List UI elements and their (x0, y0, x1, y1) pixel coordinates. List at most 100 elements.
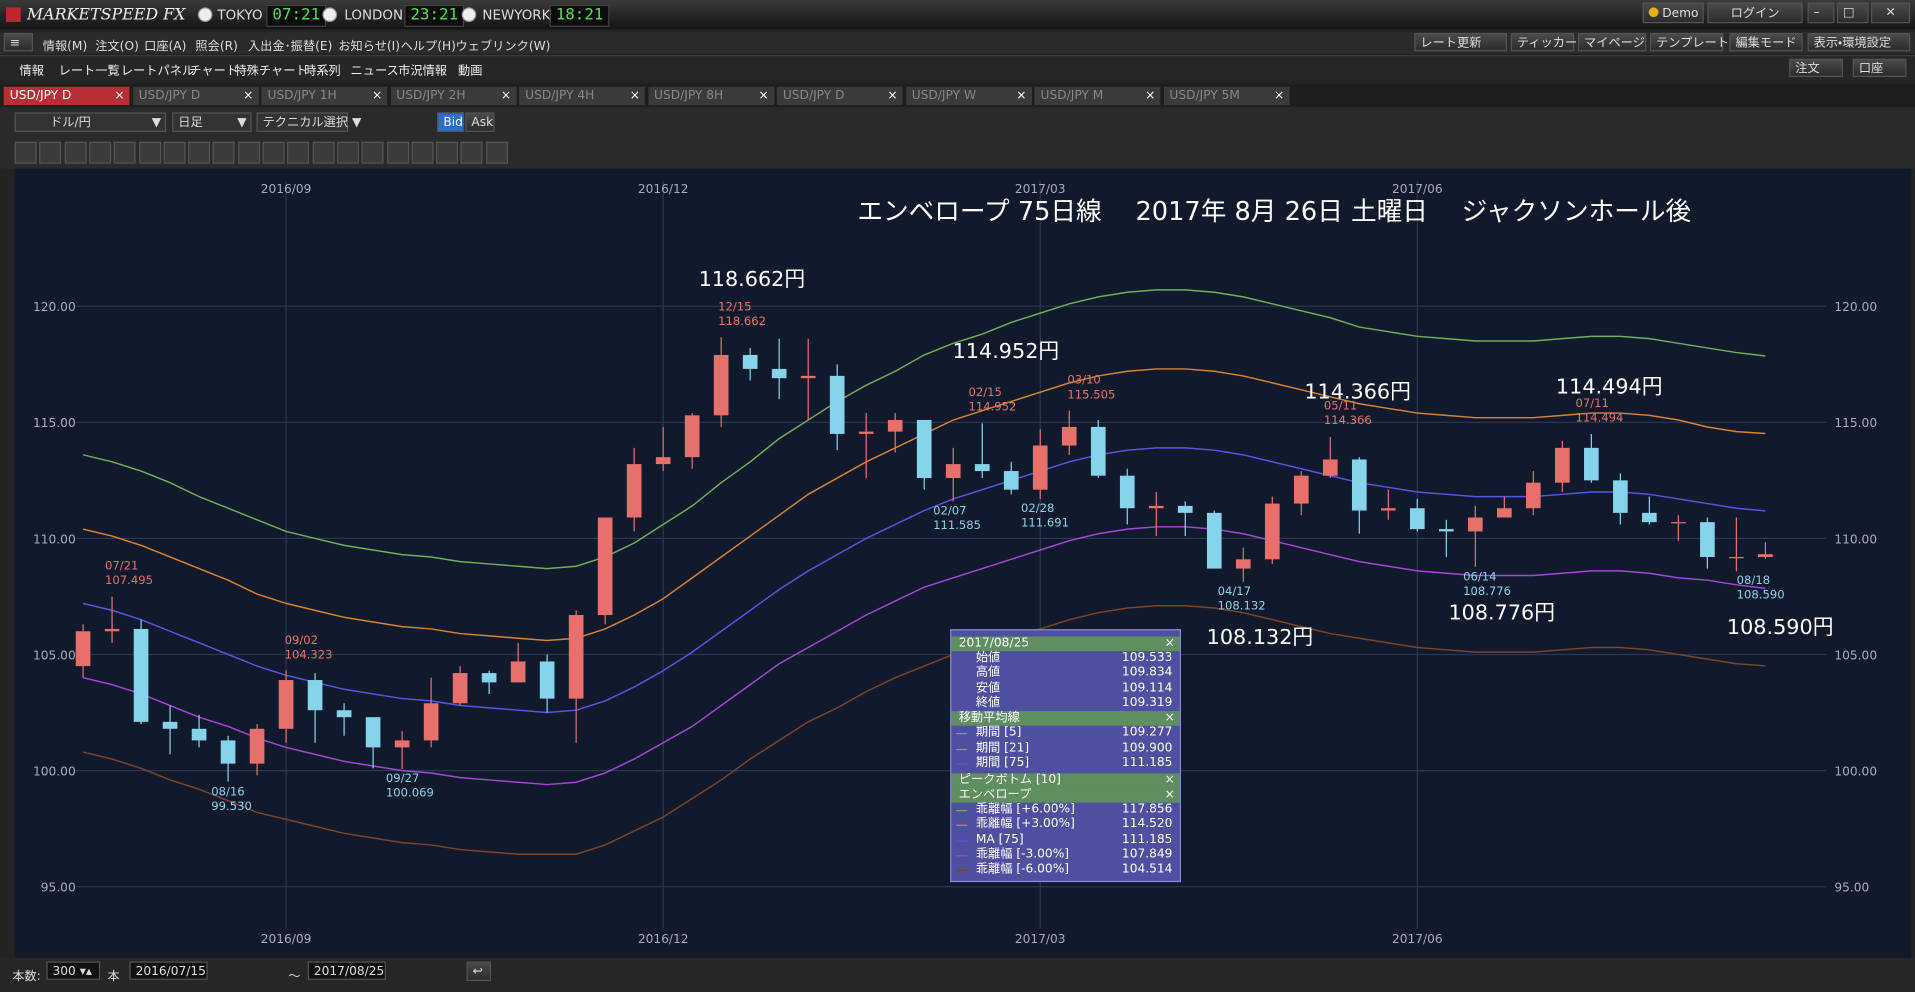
drawing-tool[interactable] (262, 141, 285, 164)
tab[interactable]: USD/JPY 4H × (519, 86, 645, 106)
toolbar-button[interactable]: 注文 (1789, 58, 1843, 77)
x-tick-label-top: 2016/12 (638, 182, 689, 196)
peak-price: 107.495 (105, 573, 153, 587)
toolbar-button[interactable]: 口座 (1852, 58, 1907, 77)
y-tick-label-right: 100.00 (1834, 764, 1877, 778)
menu-item[interactable]: 入出金･振替(E) (247, 40, 333, 54)
x-tick-label-top: 2016/09 (261, 182, 312, 196)
drawing-tool[interactable] (411, 141, 434, 164)
period-select[interactable]: 日足 ▼ (172, 112, 252, 132)
toolbar-item[interactable]: レートパネル (120, 64, 195, 79)
toolbar: 情報 レート一覧 レートパネル チャート 特殊チャート 時系列 ニュース 市況情報 動画 注文 口座 (0, 54, 1915, 81)
popup-close[interactable]: × (1164, 788, 1175, 802)
menu-button[interactable]: 編集モード (1729, 32, 1803, 52)
popup-row: 期間 [21] 109.900 (951, 741, 1179, 756)
bid-button[interactable]: Bid (437, 112, 465, 132)
menu-item[interactable]: ウェブリンク(W) (455, 40, 551, 54)
popup-close[interactable]: × (1164, 636, 1175, 650)
drawing-tool[interactable] (237, 141, 260, 164)
menu-item[interactable]: ヘルプ(H) (400, 40, 456, 54)
peak-price: 114.952 (968, 399, 1016, 413)
ask-label: Ask (471, 116, 494, 130)
drawing-tool[interactable] (163, 141, 186, 164)
tab[interactable]: USD/JPY 2H × (390, 86, 516, 106)
count-input[interactable]: 300 ▾▴ (46, 961, 101, 980)
menu-icon[interactable]: ≡ (3, 32, 33, 52)
toolbar-item[interactable]: 時系列 (304, 64, 341, 79)
drawing-tool[interactable] (39, 141, 62, 164)
drawing-tool[interactable] (436, 141, 459, 164)
tab[interactable]: USD/JPY 5M × (1163, 86, 1290, 106)
popup-row: 期間 [5] 109.277 (951, 726, 1179, 741)
drawing-tool[interactable] (361, 141, 384, 164)
menu-button[interactable]: ティッカー (1510, 32, 1577, 52)
drawing-tool[interactable] (312, 141, 335, 164)
drawing-tool[interactable] (460, 141, 483, 164)
peak-price: 111.585 (933, 518, 981, 532)
toolbar-item[interactable]: レート一覧 (58, 64, 120, 79)
from-date[interactable]: 2016/07/15 (129, 961, 208, 980)
candle-body (742, 354, 758, 369)
drawing-tool[interactable] (386, 141, 409, 164)
menu-button[interactable]: テンプレート (1649, 32, 1729, 52)
menu-item[interactable]: 照会(R) (195, 40, 238, 54)
drawing-tool[interactable] (113, 141, 136, 164)
ask-button[interactable]: Ask (465, 112, 495, 132)
peak-price: 108.776 (1463, 584, 1511, 598)
drawing-tool[interactable] (287, 141, 310, 164)
tab[interactable]: USD/JPY D × (776, 86, 903, 106)
drawing-tool[interactable] (138, 141, 161, 164)
title-bar: MARKETSPEED FX Demo ログイン – □ ✕ TOKYO 07:2… (0, 0, 1915, 30)
tab-label: USD/JPY D (9, 89, 72, 103)
demo-button[interactable]: Demo (1642, 2, 1704, 24)
technical-select[interactable]: テクニカル選択 ▼ (256, 112, 361, 132)
y-tick-label: 105.00 (33, 648, 76, 662)
menu-item[interactable]: お知らせ(I) (338, 40, 401, 54)
popup-close[interactable]: × (1164, 711, 1175, 725)
drawing-tool[interactable] (14, 141, 37, 164)
login-button[interactable]: ログイン (1707, 2, 1803, 24)
toolbar-item[interactable]: 動画 (457, 64, 483, 79)
tab[interactable]: USD/JPY M × (1034, 86, 1161, 106)
menu-item[interactable]: 注文(O) (95, 40, 139, 54)
drawing-tool[interactable] (188, 141, 211, 164)
pair-select[interactable]: ドル/円 ▼ (14, 112, 167, 132)
tab[interactable]: USD/JPY D × (3, 86, 130, 106)
popup-swatch (956, 825, 968, 827)
maximize-button[interactable]: □ (1836, 2, 1869, 24)
menu-item[interactable]: 情報(M) (42, 40, 88, 54)
toolbar-item[interactable]: チャート (189, 64, 239, 79)
app-logo (6, 7, 21, 22)
reload-button[interactable]: ↩ (466, 961, 491, 982)
peak-price: 118.662 (718, 314, 766, 328)
drawing-tool[interactable] (485, 141, 508, 164)
candle-body (1526, 482, 1541, 509)
menu-button[interactable]: マイページ (1577, 32, 1647, 52)
drawing-tool[interactable] (64, 141, 87, 164)
candle-body (1293, 475, 1309, 504)
toolbar-item[interactable]: 特殊チャート (234, 64, 308, 79)
toolbar-item[interactable]: ニュース (350, 64, 399, 79)
tab[interactable]: USD/JPY 8H × (647, 86, 774, 106)
tab[interactable]: USD/JPY D × (132, 86, 259, 106)
menu-item[interactable]: 口座(A) (144, 40, 187, 54)
toolbar-item[interactable]: 市況情報 (398, 64, 447, 79)
menu-button[interactable]: 表示・環境設定 (1807, 32, 1911, 52)
minimize-button[interactable]: – (1807, 2, 1835, 24)
drawing-tool[interactable] (89, 141, 112, 164)
popup-close[interactable]: × (1164, 773, 1175, 787)
popup-swatch (956, 763, 968, 765)
candle-body (133, 628, 149, 722)
menu-button[interactable]: レート更新 (1414, 32, 1508, 52)
toolbar-item[interactable]: 情報 (19, 64, 44, 79)
tab[interactable]: USD/JPY W × (905, 86, 1032, 106)
popup-swatch (956, 870, 968, 872)
popup-row: 期間 [75] 111.185 (951, 756, 1179, 771)
close-button[interactable]: ✕ (1871, 2, 1911, 24)
tab[interactable]: USD/JPY 1H × (261, 86, 388, 106)
peak-date: 05/11 (1324, 398, 1357, 412)
drawing-tool[interactable] (336, 141, 359, 164)
drawing-tool[interactable] (212, 141, 235, 164)
candle-body (278, 680, 294, 729)
to-date[interactable]: 2017/08/25 (307, 961, 386, 980)
